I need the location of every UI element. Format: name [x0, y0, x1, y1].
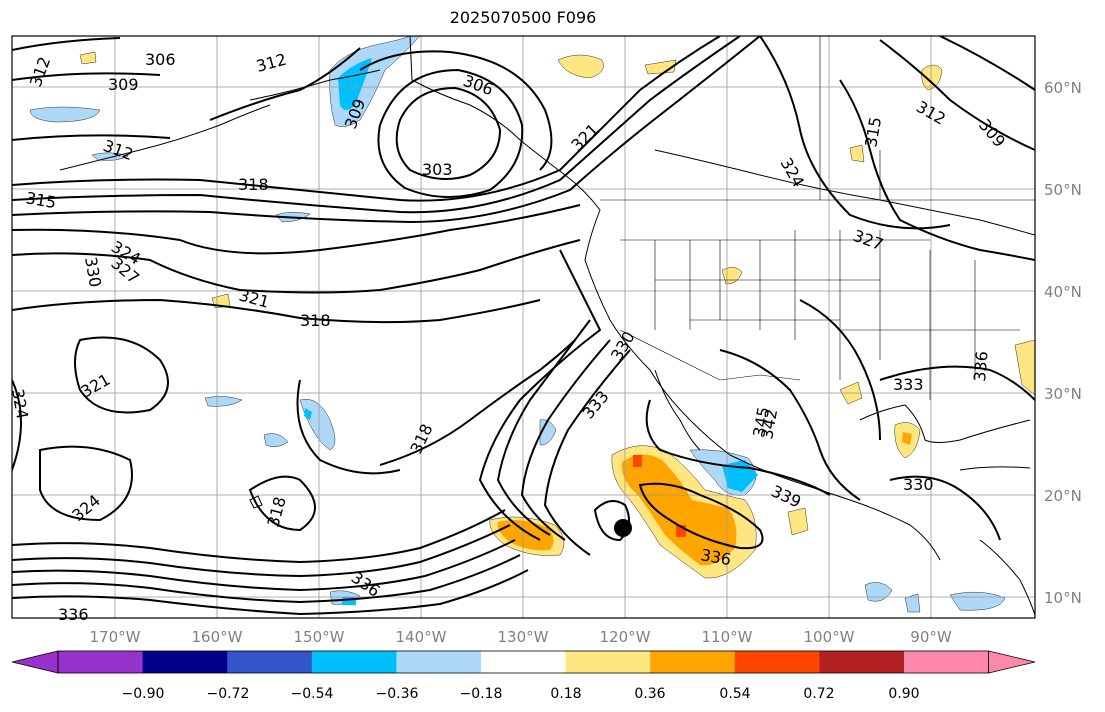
lat-label: 50°N: [1044, 181, 1082, 199]
colorbar-bin: [565, 651, 651, 673]
state-borders: [600, 36, 1035, 400]
colorbar-tick-label: 0.90: [888, 686, 919, 702]
colorbar-extend-max: [988, 650, 1036, 674]
lat-label: 20°N: [1044, 487, 1082, 505]
contour-lines: [12, 36, 1035, 616]
lat-label: 30°N: [1044, 385, 1082, 403]
colorbar-tick-label: 0.18: [550, 686, 581, 702]
colorbar-bin: [481, 651, 567, 673]
contour-label: 330: [903, 475, 934, 494]
colorbar-bin: [734, 651, 820, 673]
lon-label: 150°W: [294, 628, 345, 646]
lat-label: 60°N: [1044, 79, 1082, 97]
colorbar-bin: [650, 651, 736, 673]
colorbar-tick-label: −0.36: [376, 686, 419, 702]
colorbar-bin: [904, 651, 990, 673]
lon-label: 140°W: [396, 628, 447, 646]
storm-center-marker: [614, 519, 632, 537]
lon-label: 90°W: [910, 628, 952, 646]
colorbar-tick-label: −0.18: [460, 686, 503, 702]
colorbar-bin: [227, 651, 313, 673]
colorbar-tick-label: −0.54: [291, 686, 334, 702]
contour-label: 309: [108, 75, 139, 94]
colorbar-bin: [58, 651, 144, 673]
colorbar-bin: [311, 651, 397, 673]
colorbar-extend-min: [11, 650, 59, 674]
contour-label: 303: [422, 160, 453, 179]
lat-label: 10°N: [1044, 589, 1082, 607]
colorbar-tick-label: −0.72: [207, 686, 250, 702]
plot-frame: [11, 35, 1036, 619]
colorbar-tick-label: −0.90: [122, 686, 165, 702]
coastlines: [59, 36, 1035, 616]
contour-label: 336: [970, 350, 992, 382]
lon-label: 130°W: [498, 628, 549, 646]
negative-shading: [29, 36, 1006, 613]
lon-label: 120°W: [600, 628, 651, 646]
colorbar-frame: [57, 650, 989, 674]
map-title: 2025070500 F096: [449, 8, 597, 27]
lon-label: 160°W: [192, 628, 243, 646]
lon-label: 100°W: [804, 628, 855, 646]
colorbar-bin: [396, 651, 482, 673]
lon-label: 110°W: [702, 628, 753, 646]
lon-label: 170°W: [90, 628, 141, 646]
contour-label: 306: [145, 50, 176, 69]
longitude-labels: 170°W 160°W 150°W 140°W 130°W 120°W 110°…: [90, 628, 952, 646]
contour-label: 333: [893, 375, 924, 394]
colorbar-bin: [142, 651, 228, 673]
colorbar-tick-label: 0.54: [719, 686, 750, 702]
colorbar-tick-label: 0.36: [634, 686, 665, 702]
graticule: [12, 36, 1035, 618]
colorbar-tick-labels: −0.90 −0.72 −0.54 −0.36 −0.18 0.18 0.36 …: [122, 686, 920, 702]
lat-label: 40°N: [1044, 283, 1082, 301]
contour-label: 318: [238, 175, 269, 194]
latitude-labels: 60°N 50°N 40°N 30°N 20°N 10°N: [1044, 79, 1082, 607]
colorbar-tick-label: 0.72: [803, 686, 834, 702]
colorbar: [11, 650, 1036, 674]
contour-label: 318: [300, 311, 331, 330]
contour-label: 336: [58, 605, 89, 624]
colorbar-bin: [819, 651, 905, 673]
